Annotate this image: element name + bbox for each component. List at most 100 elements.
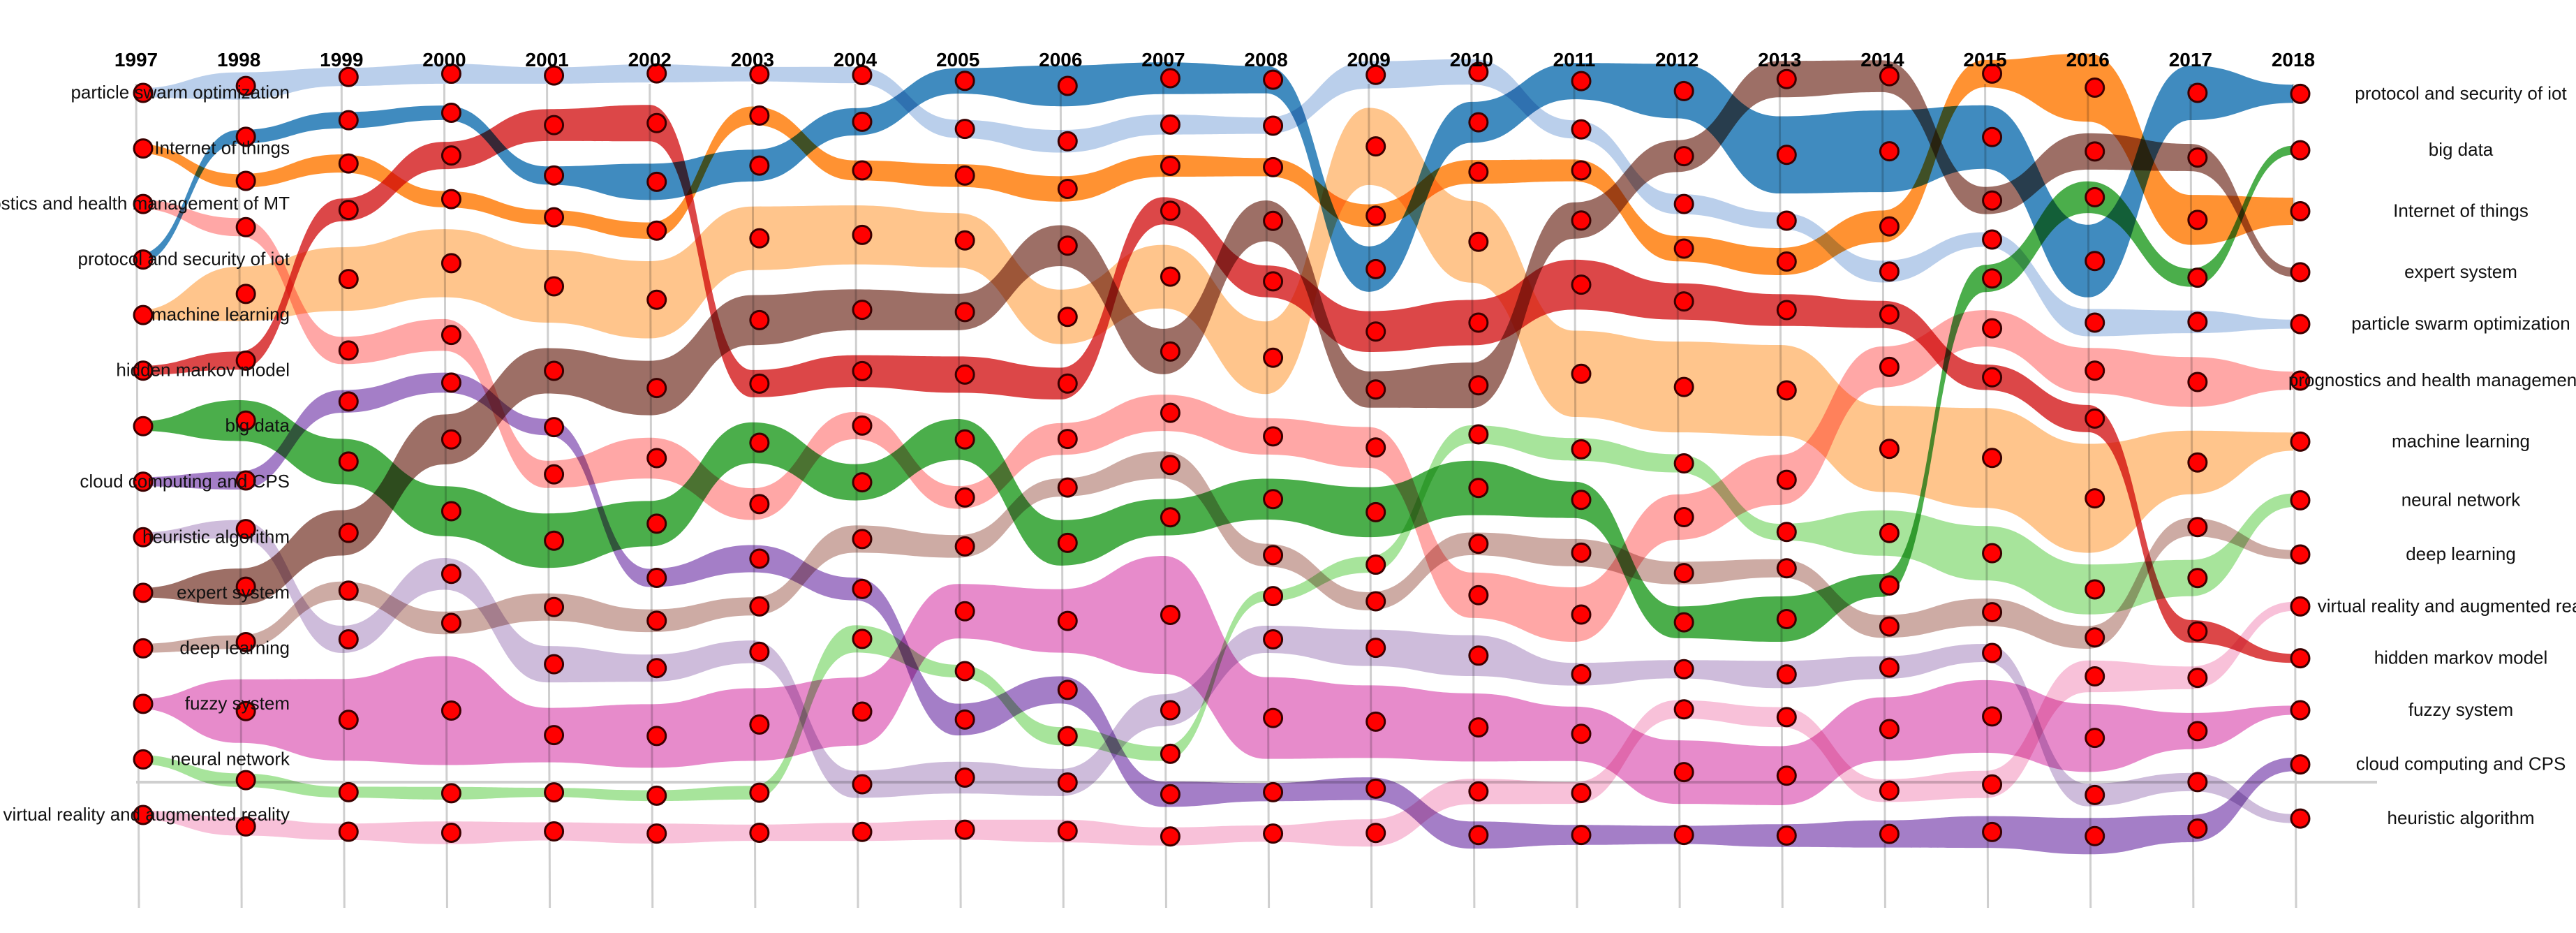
node-protocol-and-security-of-iot-2004	[852, 111, 873, 132]
node-internet-of-things-2003	[749, 105, 770, 126]
right-label-0: Internet of things	[2393, 200, 2529, 221]
left-label-11: fuzzy system	[185, 693, 290, 714]
node-internet-of-things-2012	[1673, 238, 1694, 259]
year-label-2002: 2002	[628, 49, 672, 71]
node-deep-learning-2005	[954, 536, 975, 557]
node-hidden-markov-model-1997	[133, 360, 154, 381]
node-internet-of-things-2018	[2290, 201, 2311, 221]
node-protocol-and-security-of-iot-1997	[133, 249, 154, 270]
node-machine-learning-1998	[235, 284, 256, 304]
node-internet-of-things-2007	[1160, 156, 1180, 176]
node-deep-learning-2013	[1776, 558, 1797, 579]
node-expert-system-2010	[1468, 375, 1489, 396]
right-label-3: heuristic algorithm	[2388, 807, 2535, 828]
right-label-9: neural network	[2401, 489, 2522, 510]
node-internet-of-things-2013	[1776, 251, 1797, 272]
node-heuristic-algorithm-2018	[2290, 808, 2311, 829]
node-deep-learning-2018	[2290, 544, 2311, 565]
node-machine-learning-1997	[133, 304, 154, 325]
node-protocol-and-security-of-iot-2016	[2085, 251, 2105, 272]
node-machine-learning-2000	[441, 253, 461, 274]
node-deep-learning-1999	[338, 580, 359, 601]
node-machine-learning-2003	[749, 228, 770, 249]
node-expert-system-1997	[133, 582, 154, 603]
node-cloud-computing-and-cps-2013	[1776, 825, 1797, 846]
node-internet-of-things-2000	[441, 189, 461, 210]
node-hidden-markov-model-1999	[338, 200, 359, 221]
node-prognostics-and-health-management-of-mt-2008	[1263, 426, 1284, 447]
year-label-2006: 2006	[1039, 49, 1082, 71]
node-neural-network-2004	[852, 629, 873, 649]
node-virtual-reality-and-augmented-reality-2004	[852, 821, 873, 842]
node-particle-swarm-optimization-2014	[1879, 261, 1900, 282]
node-deep-learning-2003	[749, 596, 770, 617]
node-internet-of-things-2009	[1365, 205, 1386, 226]
year-label-2015: 2015	[1963, 49, 2006, 71]
node-deep-learning-1997	[133, 638, 154, 659]
node-expert-system-2017	[2187, 147, 2208, 168]
node-cloud-computing-and-cps-2011	[1571, 825, 1592, 846]
node-deep-learning-2004	[852, 529, 873, 550]
node-fuzzy-system-2011	[1571, 723, 1592, 744]
node-prognostics-and-health-management-of-mt-2015	[1982, 318, 2003, 339]
right-label-10: expert system	[2404, 261, 2517, 282]
year-label-2014: 2014	[1860, 49, 1904, 71]
right-label-2: hidden markov model	[2374, 647, 2548, 668]
node-internet-of-things-2010	[1468, 161, 1489, 182]
node-fuzzy-system-2007	[1160, 604, 1180, 625]
node-virtual-reality-and-augmented-reality-2013	[1776, 707, 1797, 728]
year-label-2001: 2001	[525, 49, 568, 71]
node-particle-swarm-optimization-2001	[544, 65, 565, 86]
stream-layer	[136, 53, 2293, 855]
node-big-data-2009	[1365, 501, 1386, 522]
node-neural-network-2006	[1057, 726, 1078, 747]
node-prognostics-and-health-management-of-mt-2000	[441, 325, 461, 346]
node-internet-of-things-1998	[235, 170, 256, 191]
node-hidden-markov-model-2004	[852, 360, 873, 381]
node-big-data-2002	[646, 513, 667, 534]
node-big-data-1997	[133, 416, 154, 436]
node-machine-learning-2014	[1879, 439, 1900, 460]
node-heuristic-algorithm-2017	[2187, 772, 2208, 793]
node-particle-swarm-optimization-2002	[646, 63, 667, 84]
node-big-data-2011	[1571, 490, 1592, 510]
node-expert-system-2018	[2290, 262, 2311, 283]
node-heuristic-algorithm-2005	[954, 767, 975, 788]
node-deep-learning-2010	[1468, 534, 1489, 554]
node-machine-learning-2018	[2290, 431, 2311, 452]
node-particle-swarm-optimization-1998	[235, 75, 256, 96]
node-deep-learning-2000	[441, 612, 461, 633]
left-label-10: deep learning	[179, 637, 290, 658]
node-neural-network-1997	[133, 749, 154, 770]
node-heuristic-algorithm-2016	[2085, 784, 2105, 805]
node-particle-swarm-optimization-1997	[133, 82, 154, 103]
node-particle-swarm-optimization-2015	[1982, 229, 2003, 250]
year-label-2004: 2004	[834, 49, 878, 71]
node-machine-learning-2001	[544, 276, 565, 297]
node-neural-network-2007	[1160, 743, 1180, 764]
stream-neural-network	[136, 425, 2293, 802]
node-virtual-reality-and-augmented-reality-2010	[1468, 781, 1489, 802]
node-particle-swarm-optimization-2016	[2085, 312, 2105, 333]
left-label-5: hidden markov model	[116, 360, 290, 381]
node-internet-of-things-2005	[954, 165, 975, 186]
node-protocol-and-security-of-iot-2000	[441, 103, 461, 124]
node-cloud-computing-and-cps-1998	[235, 470, 256, 491]
node-virtual-reality-and-augmented-reality-2017	[2187, 668, 2208, 689]
node-machine-learning-2009	[1365, 136, 1386, 157]
node-prognostics-and-health-management-of-mt-2001	[544, 464, 565, 485]
node-fuzzy-system-2010	[1468, 717, 1489, 738]
node-prognostics-and-health-management-of-mt-2014	[1879, 356, 1900, 377]
node-heuristic-algorithm-2009	[1365, 638, 1386, 659]
node-heuristic-algorithm-2004	[852, 774, 873, 795]
node-cloud-computing-and-cps-2001	[544, 417, 565, 438]
node-cloud-computing-and-cps-2006	[1057, 679, 1078, 700]
node-big-data-2003	[749, 432, 770, 453]
node-machine-learning-2017	[2187, 452, 2208, 473]
right-label-7: virtual reality and augmented reality	[2318, 595, 2576, 616]
node-virtual-reality-and-augmented-reality-2008	[1263, 823, 1284, 844]
node-virtual-reality-and-augmented-reality-1998	[235, 816, 256, 837]
node-cloud-computing-and-cps-2009	[1365, 778, 1386, 799]
node-virtual-reality-and-augmented-reality-2012	[1673, 699, 1694, 720]
node-particle-swarm-optimization-2018	[2290, 314, 2311, 335]
